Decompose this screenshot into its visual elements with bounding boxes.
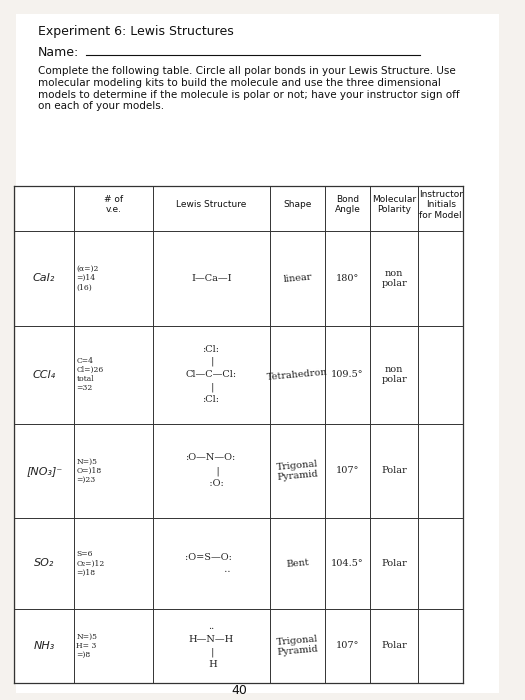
Text: non
polar: non polar <box>381 269 407 288</box>
Text: C=4
Cl=)26
total
=32: C=4 Cl=)26 total =32 <box>77 357 103 392</box>
Text: Polar: Polar <box>381 466 407 475</box>
Text: Tetrahedron: Tetrahedron <box>267 368 328 382</box>
Text: :O—N—O:
    |
   :O:: :O—N—O: | :O: <box>186 454 236 488</box>
Text: Complete the following table. Circle all polar bonds in your Lewis Structure. Us: Complete the following table. Circle all… <box>38 66 460 111</box>
Text: I—Ca—I: I—Ca—I <box>191 274 232 283</box>
Text: Bent: Bent <box>286 558 309 569</box>
Text: 107°: 107° <box>336 466 359 475</box>
Text: Polar: Polar <box>381 559 407 568</box>
Text: Lewis Structure: Lewis Structure <box>176 200 247 209</box>
Text: Experiment 6: Lewis Structures: Experiment 6: Lewis Structures <box>38 25 234 38</box>
Text: SO₂: SO₂ <box>34 559 55 568</box>
Text: 109.5°: 109.5° <box>331 370 364 379</box>
Text: S=6
O₂=)12
=)18: S=6 O₂=)12 =)18 <box>77 550 104 577</box>
Text: 107°: 107° <box>336 641 359 650</box>
Text: NH₃: NH₃ <box>34 640 55 651</box>
Text: Trigonal
Pyramid: Trigonal Pyramid <box>276 459 319 482</box>
Text: Trigonal
Pyramid: Trigonal Pyramid <box>276 634 319 657</box>
Text: 40: 40 <box>231 683 247 696</box>
Text: [NO₃]⁻: [NO₃]⁻ <box>26 466 62 476</box>
Text: (α=)2
=)14
(16): (α=)2 =)14 (16) <box>77 265 99 291</box>
Text: :Ȯ=S—O:  
          ..: :Ȯ=S—O: .. <box>185 553 238 574</box>
Text: N=)5
O=)18
=)23: N=)5 O=)18 =)23 <box>77 458 102 484</box>
Text: Molecular
Polarity: Molecular Polarity <box>372 195 416 214</box>
Text: Instructor
Initials
for Model: Instructor Initials for Model <box>418 190 463 220</box>
Text: Name:: Name: <box>38 46 79 59</box>
Text: Polar: Polar <box>381 641 407 650</box>
Text: non
polar: non polar <box>381 365 407 384</box>
Text: CCl₄: CCl₄ <box>33 370 56 379</box>
Text: 104.5°: 104.5° <box>331 559 364 568</box>
Text: ..
H—N—H
 |
 H: .. H—N—H | H <box>189 622 234 669</box>
Text: # of
v.e.: # of v.e. <box>104 195 123 214</box>
Text: :Cl:
 |
Cl—C—Cl:
 |
:Cl:: :Cl: | Cl—C—Cl: | :Cl: <box>186 344 237 405</box>
Text: linear: linear <box>282 272 312 284</box>
Text: 180°: 180° <box>336 274 359 283</box>
Text: CaI₂: CaI₂ <box>33 273 55 284</box>
Text: N=)5
H= 3
=)8: N=)5 H= 3 =)8 <box>77 633 98 659</box>
Text: Bond
Angle: Bond Angle <box>334 195 361 214</box>
Text: Shape: Shape <box>283 200 311 209</box>
